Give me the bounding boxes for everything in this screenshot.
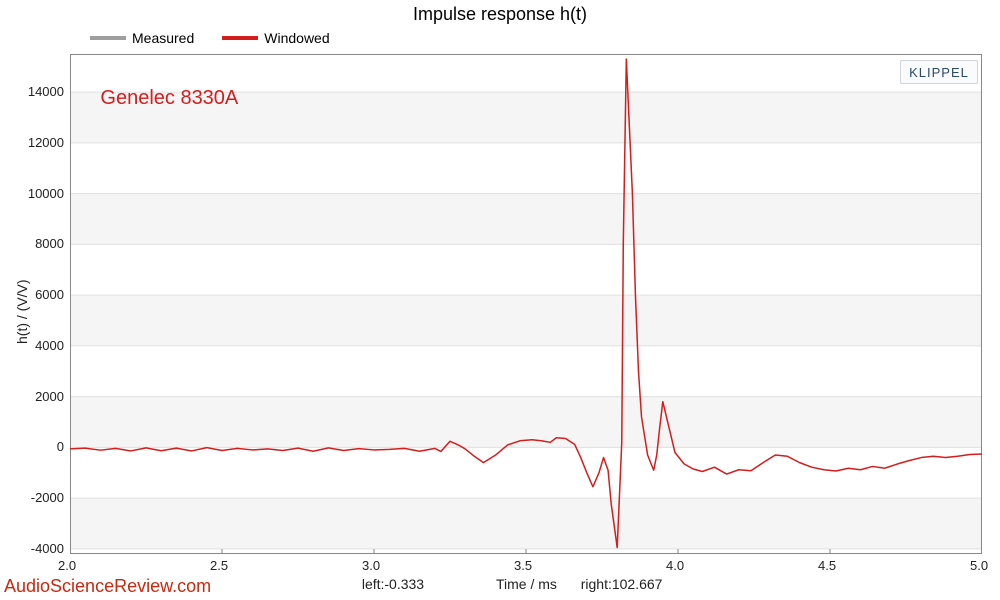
x-tick-label: 2.0 [58,558,76,573]
y-tick-label: 8000 [14,236,64,251]
plot-area [70,54,982,554]
y-tick-label: 2000 [14,389,64,404]
y-tick-label: 0 [14,439,64,454]
y-tick-label: 12000 [14,135,64,150]
brand-logo: KLIPPEL [900,60,978,84]
y-tick-label: 14000 [14,84,64,99]
x-right-note: right:102.667 [581,576,663,592]
x-tick-label: 3.0 [362,558,380,573]
x-tick-label: 3.5 [514,558,532,573]
y-tick-label: -4000 [14,541,64,556]
x-left-note: left:-0.333 [362,576,424,592]
y-tick-label: 10000 [14,186,64,201]
x-tick-label: 4.5 [818,558,836,573]
watermark: AudioScienceReview.com [4,576,211,597]
y-tick-label: -2000 [14,490,64,505]
legend-swatch-measured [90,36,126,40]
legend-item-measured: Measured [90,30,194,46]
chart-container: Impulse response h(t) Measured Windowed … [0,0,1000,600]
legend-label-windowed: Windowed [264,30,329,46]
grid-bands [70,92,982,549]
legend-swatch-windowed [222,36,258,40]
legend-item-windowed: Windowed [222,30,329,46]
x-axis-label: Time / ms [496,576,557,592]
x-tick-label: 2.5 [210,558,228,573]
chart-title: Impulse response h(t) [0,4,1000,25]
brand-logo-text: KLIPPEL [909,65,969,80]
legend: Measured Windowed [90,30,330,46]
x-tick-label: 4.0 [666,558,684,573]
y-tick-label: 4000 [14,338,64,353]
x-tick-label: 5.0 [970,558,988,573]
y-tick-label: 6000 [14,287,64,302]
legend-label-measured: Measured [132,30,194,46]
annotation-model: Genelec 8330A [100,87,238,110]
